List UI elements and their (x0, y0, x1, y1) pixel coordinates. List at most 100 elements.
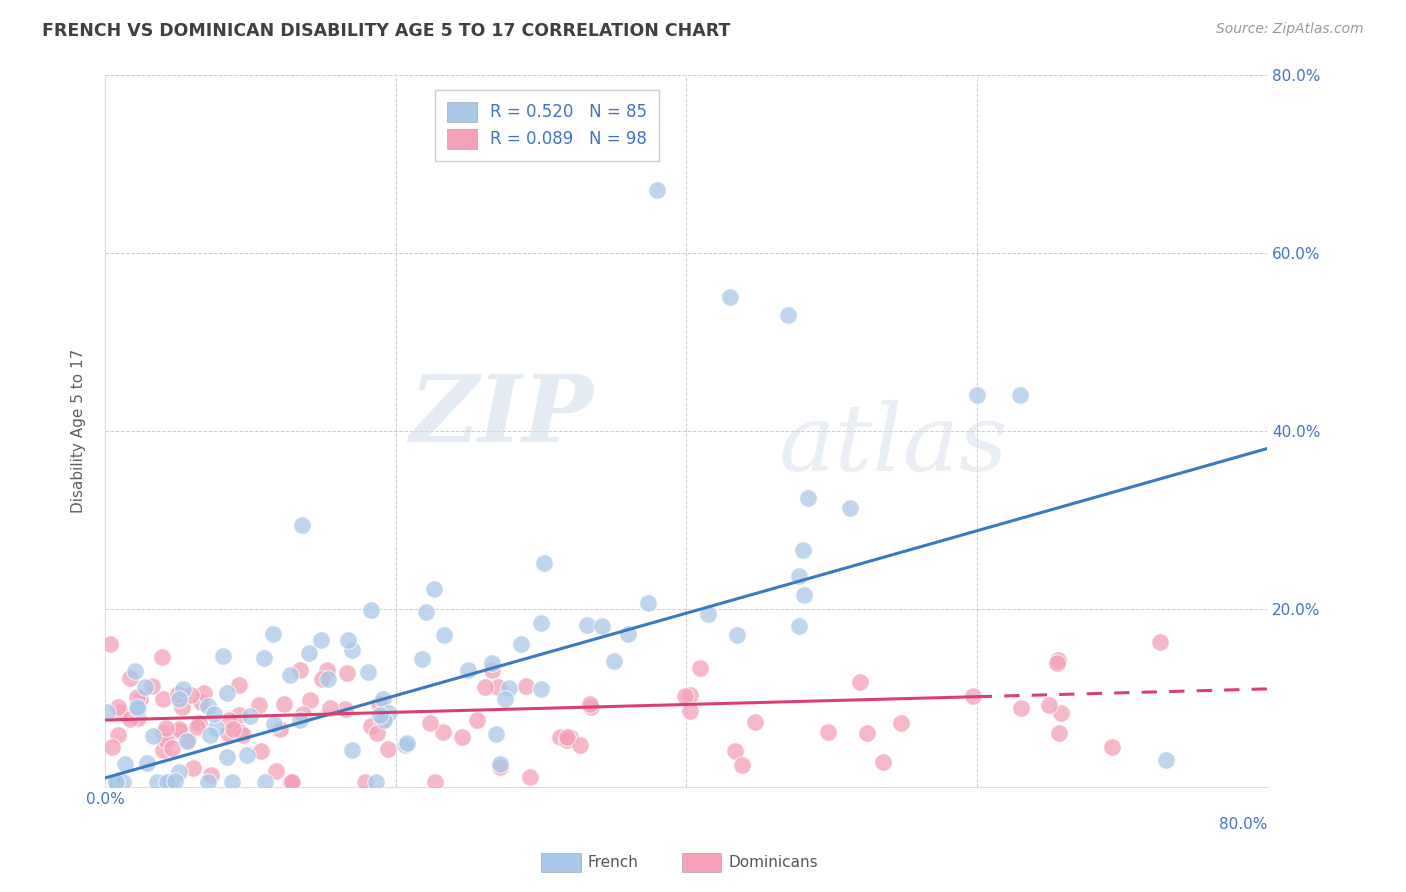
Point (166, 687, 188, 701)
Point (290, 713, 312, 727)
Point (423, 775, 446, 789)
Text: French: French (588, 855, 638, 870)
Point (494, 692, 516, 706)
Point (730, 758, 752, 772)
Point (280, 775, 302, 789)
Point (578, 698, 600, 712)
Text: 80.0%: 80.0% (1219, 817, 1267, 832)
Point (146, 775, 169, 789)
Point (485, 727, 508, 741)
Point (591, 619, 613, 633)
Point (558, 730, 581, 744)
Point (247, 698, 270, 712)
Point (236, 748, 259, 763)
Point (673, 690, 696, 704)
Point (342, 643, 364, 657)
Point (239, 709, 262, 723)
Point (107, 699, 129, 714)
Point (335, 702, 357, 716)
Point (200, 728, 222, 742)
Point (190, 695, 212, 709)
Point (530, 616, 553, 631)
Point (530, 681, 553, 696)
Point (457, 663, 479, 677)
Point (555, 732, 578, 747)
Point (177, 733, 200, 747)
Point (515, 679, 537, 693)
Point (150, 650, 173, 665)
Point (579, 699, 602, 714)
Point (1050, 706, 1073, 721)
Point (152, 726, 174, 740)
Point (1149, 635, 1171, 649)
Point (172, 700, 194, 714)
Text: atlas: atlas (779, 400, 1008, 490)
Point (550, 730, 572, 744)
Point (849, 675, 872, 690)
Point (354, 775, 377, 789)
Point (617, 627, 640, 641)
Point (273, 697, 295, 711)
Point (127, 702, 149, 716)
Point (200, 768, 222, 782)
Point (357, 665, 380, 679)
Point (510, 637, 533, 651)
Point (155, 722, 177, 736)
Point (872, 756, 894, 770)
Point (262, 627, 284, 641)
Point (689, 661, 711, 675)
Point (159, 775, 181, 789)
Point (197, 775, 219, 789)
Point (1010, 388, 1032, 402)
Point (645, 183, 668, 197)
Point (602, 654, 624, 668)
Point (340, 743, 363, 757)
Point (127, 700, 149, 714)
Point (465, 713, 488, 727)
Point (394, 739, 416, 753)
Point (817, 724, 839, 739)
Point (1154, 753, 1177, 767)
Point (318, 672, 340, 686)
Legend: R = 0.520   N = 85, R = 0.089   N = 98: R = 0.520 N = 85, R = 0.089 N = 98 (434, 90, 658, 161)
Point (254, 775, 277, 789)
Point (1047, 726, 1070, 740)
Point (489, 760, 512, 774)
Point (838, 501, 860, 516)
Point (411, 652, 433, 666)
Point (222, 722, 245, 736)
Point (962, 689, 984, 703)
Point (211, 648, 233, 663)
Point (100, 740, 122, 755)
Point (110, 705, 132, 719)
Point (371, 692, 394, 706)
Point (371, 714, 394, 728)
Point (264, 764, 287, 778)
Point (152, 691, 174, 706)
Point (111, 775, 134, 789)
Text: Source: ZipAtlas.com: Source: ZipAtlas.com (1216, 22, 1364, 37)
Point (120, 671, 142, 685)
Point (107, 728, 129, 742)
Point (160, 740, 183, 755)
Point (197, 698, 219, 713)
Point (488, 757, 510, 772)
Point (787, 568, 810, 582)
Point (127, 711, 149, 725)
Text: ZIP: ZIP (409, 371, 593, 461)
Point (1010, 701, 1032, 715)
Point (291, 518, 314, 533)
Text: Dominicans: Dominicans (728, 855, 818, 870)
Point (217, 725, 239, 739)
Point (120, 712, 142, 726)
Point (202, 706, 225, 721)
Point (793, 588, 815, 602)
Point (169, 692, 191, 706)
Point (193, 686, 215, 700)
Point (724, 744, 747, 758)
Point (218, 714, 240, 728)
Point (165, 774, 187, 789)
Point (679, 705, 702, 719)
Point (451, 731, 474, 745)
Point (229, 724, 252, 739)
